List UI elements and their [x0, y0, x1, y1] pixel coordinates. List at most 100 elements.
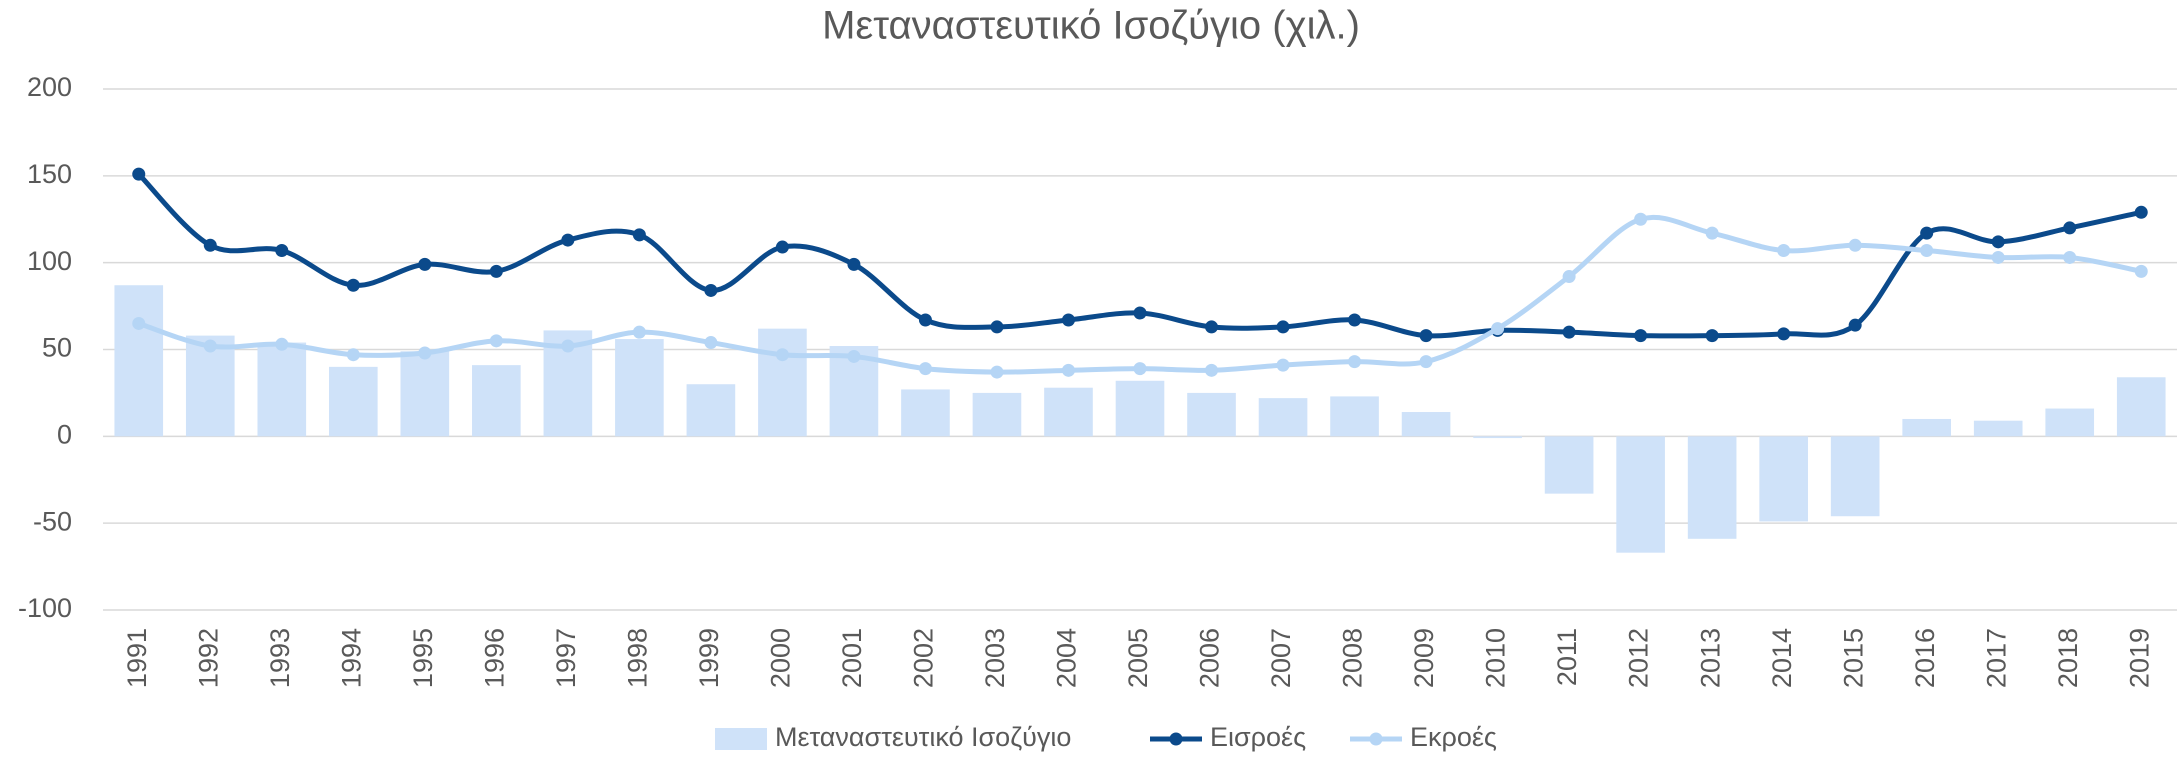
x-tick-label: 2014 — [1767, 628, 1797, 688]
marker — [990, 320, 1004, 334]
bar — [1687, 436, 1737, 539]
bar — [1258, 398, 1308, 437]
marker — [704, 283, 718, 297]
marker — [1777, 327, 1791, 341]
marker — [2134, 264, 2148, 278]
bar — [1759, 436, 1808, 522]
x-tick-label: 2005 — [1123, 628, 1153, 688]
bar — [615, 339, 664, 437]
marker — [1562, 325, 1576, 339]
bar — [972, 392, 1022, 437]
x-tick-label: 2007 — [1266, 628, 1296, 688]
marker — [275, 337, 289, 351]
x-tick-label: 1991 — [122, 628, 152, 688]
marker — [1133, 362, 1147, 376]
marker — [418, 346, 432, 360]
x-tick-label: 1994 — [336, 628, 366, 688]
marker — [1991, 250, 2005, 264]
marker — [1348, 355, 1362, 369]
x-tick-label: 1996 — [479, 628, 509, 688]
x-tick-label: 2004 — [1052, 628, 1082, 688]
x-tick-label: 2011 — [1552, 628, 1582, 686]
marker — [489, 334, 503, 348]
marker — [704, 336, 718, 350]
x-tick-label: 1995 — [408, 628, 438, 688]
marker — [132, 316, 146, 330]
y-tick-label: -100 — [18, 593, 72, 623]
bar — [758, 328, 807, 437]
marker — [1133, 306, 1147, 320]
x-tick-label: 2019 — [2124, 628, 2154, 688]
bar — [1616, 436, 1665, 553]
bar — [901, 389, 950, 437]
marker — [990, 365, 1004, 379]
x-tick-label: 2010 — [1481, 628, 1511, 688]
x-tick-label: 2018 — [2053, 628, 2083, 688]
bar — [1401, 412, 1451, 437]
marker — [1562, 270, 1576, 284]
marker — [2134, 205, 2148, 219]
bar — [2116, 377, 2166, 437]
marker — [1348, 313, 1362, 327]
x-tick-label: 2008 — [1338, 628, 1368, 688]
x-tick-label: 2016 — [1910, 628, 1940, 688]
x-tick-label: 1998 — [623, 628, 653, 688]
bar — [1973, 420, 2023, 437]
marker — [847, 257, 861, 271]
x-tick-label: 2015 — [1838, 628, 1868, 688]
marker — [1419, 329, 1433, 343]
marker — [918, 313, 932, 327]
marker — [1276, 320, 1290, 334]
marker — [632, 325, 646, 339]
marker — [275, 244, 289, 258]
marker — [1920, 244, 1934, 258]
y-tick-label: 0 — [57, 419, 72, 449]
marker — [847, 349, 861, 363]
x-tick-label: 2013 — [1695, 628, 1725, 688]
marker — [1061, 363, 1075, 377]
bar — [1187, 392, 1236, 437]
x-tick-label: 1997 — [551, 628, 581, 688]
bar — [1473, 436, 1522, 439]
marker — [346, 278, 360, 292]
marker — [418, 257, 432, 271]
marker — [1205, 363, 1219, 377]
bar — [2045, 408, 2095, 437]
bar — [686, 384, 736, 437]
marker — [1634, 212, 1648, 226]
bar — [1330, 396, 1379, 437]
legend-swatch — [1169, 732, 1183, 746]
marker — [1848, 318, 1862, 332]
y-tick-label: 100 — [27, 246, 72, 276]
x-tick-label: 2002 — [909, 628, 939, 688]
legend-label: Μεταναστευτικό Ισοζύγιο — [775, 722, 1071, 752]
marker — [1491, 322, 1505, 336]
x-tick-label: 2012 — [1624, 628, 1654, 688]
marker — [1777, 244, 1791, 258]
marker — [2063, 221, 2077, 235]
bar — [114, 285, 164, 437]
marker — [489, 264, 503, 278]
marker — [632, 228, 646, 242]
x-tick-label: 2006 — [1195, 628, 1225, 688]
bar — [1044, 387, 1093, 437]
marker — [2063, 250, 2077, 264]
marker — [203, 339, 217, 353]
bar — [1115, 380, 1165, 437]
marker — [1061, 313, 1075, 327]
marker — [346, 348, 360, 362]
x-tick-label: 1993 — [265, 628, 295, 688]
marker — [1705, 329, 1719, 343]
marker — [561, 339, 575, 353]
legend-swatch — [715, 728, 767, 750]
marker — [1419, 355, 1433, 369]
marker — [1991, 235, 2005, 249]
legend-label: Εισροές — [1210, 722, 1306, 752]
marker — [1205, 320, 1219, 334]
marker — [775, 240, 789, 254]
marker — [775, 348, 789, 362]
y-tick-label: 200 — [27, 72, 72, 102]
marker — [203, 238, 217, 252]
bar — [400, 351, 450, 437]
